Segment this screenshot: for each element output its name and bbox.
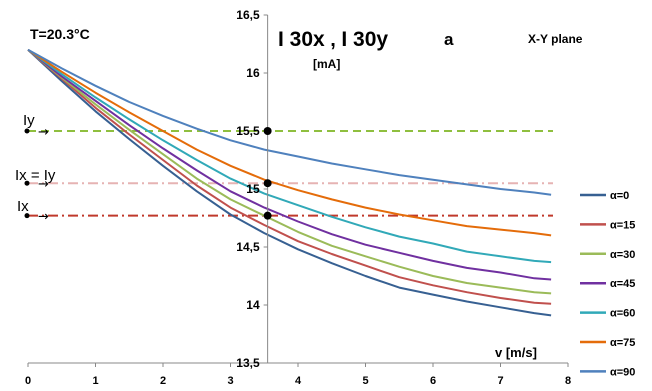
legend-label-3: α=45 [610, 278, 635, 290]
temperature-label: T=20.3°C [30, 26, 90, 42]
left-dot-1 [24, 180, 30, 186]
ix-eq-iy-label: Ix = Iy [15, 167, 56, 184]
series-line-1 [27, 49, 552, 305]
x-tick-label-5: 5 [362, 375, 368, 387]
y-tick-label-6: 16,5 [236, 8, 260, 22]
left-arrow-1: → [38, 177, 49, 192]
series-line-6 [27, 48, 552, 196]
reference-lines [28, 130, 553, 217]
x-tick-label-1: 1 [92, 375, 98, 387]
left-dot-2 [24, 213, 30, 219]
x-axis-label: v [m/s] [495, 345, 537, 360]
x-tick-label-3: 3 [227, 375, 233, 387]
ix-label: Ix [17, 198, 29, 215]
title-unit: [mA] [313, 57, 341, 71]
title-I30x: I 30x [278, 28, 325, 51]
series-line-3 [27, 49, 552, 281]
left-arrow-0: → [38, 125, 49, 140]
left-dot-0 [24, 128, 30, 134]
legend-label-2: α=30 [610, 249, 635, 261]
series-line-5 [27, 48, 552, 237]
series-line-2 [27, 49, 552, 295]
x-tick-label-4: 4 [295, 375, 302, 387]
legend-label-6: α=90 [610, 366, 635, 378]
x-tick-label-8: 8 [565, 375, 571, 387]
x-tick-label-7: 7 [497, 375, 503, 387]
iy-label: Iy [23, 112, 35, 129]
panel-label: a [444, 30, 454, 49]
markers [263, 127, 272, 220]
y-tick-label-1: 14 [246, 298, 260, 312]
y-tick-label-2: 14,5 [236, 240, 260, 254]
plane-label: X-Y plane [528, 32, 583, 46]
y-tick-label-5: 16 [246, 66, 260, 80]
chart-title: I 30x , I 30y [278, 28, 388, 52]
series-line-0 [27, 49, 552, 317]
legend-label-1: α=15 [610, 219, 635, 231]
legend: α=0 α=15 α=30 α=45 α=60 α=75 α=90 [580, 190, 635, 378]
left-markers: → → → [24, 125, 49, 225]
intersection-marker-2 [263, 211, 272, 220]
series-lines [27, 48, 552, 317]
legend-label-4: α=60 [610, 308, 635, 320]
title-separator: , [324, 29, 342, 51]
x-tick-label-2: 2 [160, 375, 166, 387]
axes [28, 15, 568, 364]
y-tick-label-4: 15,5 [236, 124, 260, 138]
intersection-marker-0 [263, 127, 272, 135]
y-tick-label-3: 15 [246, 182, 260, 196]
ticks: 0 1 2 3 4 5 6 7 8 13,5 14 14,5 15 15,5 16 16,5 [25, 8, 571, 387]
title-I30y: I 30y [341, 28, 389, 51]
legend-label-5: α=75 [610, 337, 635, 349]
y-tick-label-0: 13,5 [236, 356, 260, 370]
legend-label-0: α=0 [610, 190, 629, 202]
x-tick-label-0: 0 [25, 375, 31, 387]
series-line-4 [27, 48, 552, 264]
intersection-marker-1 [263, 179, 272, 188]
left-arrow-2: → [38, 210, 49, 225]
x-tick-label-6: 6 [430, 375, 436, 387]
